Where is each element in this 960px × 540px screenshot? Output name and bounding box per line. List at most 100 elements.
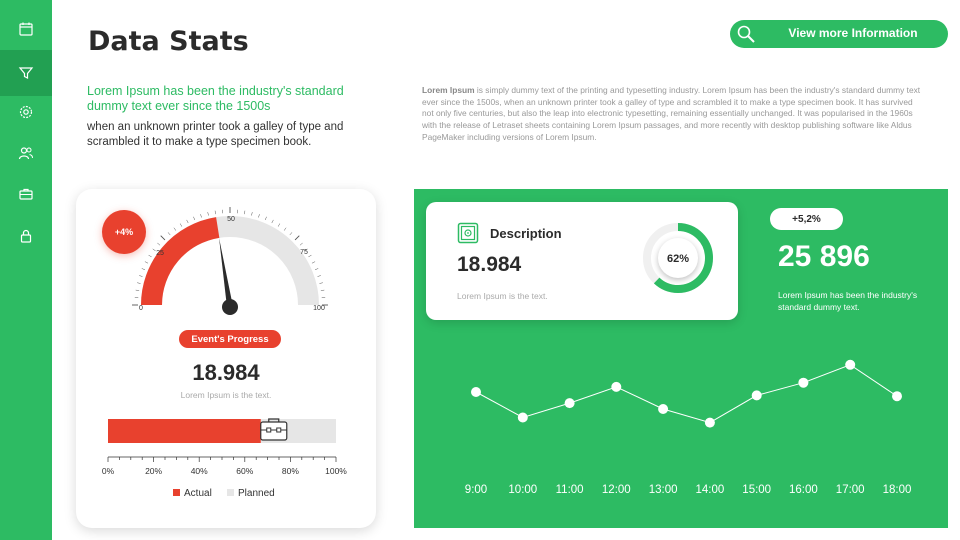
sidebar-item-lock[interactable] <box>0 216 52 256</box>
actual-bar <box>108 419 261 443</box>
gauge-tick-label: 100 <box>313 305 325 312</box>
data-point <box>704 417 715 428</box>
gauge-tick <box>264 216 267 221</box>
search-icon <box>737 25 755 43</box>
gauge-tick <box>319 282 323 284</box>
data-point <box>658 404 669 414</box>
description-caption: Lorem Ipsum is the text. <box>457 291 548 301</box>
gauge-tick <box>179 223 183 227</box>
gauge-tick <box>167 232 171 236</box>
progress-pill: Event's Progress <box>179 330 281 348</box>
users-icon <box>18 147 33 160</box>
gauge-tick <box>308 254 312 258</box>
gauge-tick <box>289 232 293 236</box>
x-tick-label: 13:00 <box>649 484 678 496</box>
data-point <box>564 398 575 409</box>
view-more-button[interactable]: View more Information <box>730 20 948 48</box>
intro-highlight: Lorem Ipsum has been the industry's stan… <box>87 84 344 113</box>
gauge-tick <box>271 219 274 224</box>
sidebar <box>0 0 52 540</box>
gauge-tick <box>186 219 189 224</box>
calendar-icon <box>19 22 33 36</box>
data-point <box>892 391 902 402</box>
paragraph-body: is simply dummy text of the printing and… <box>422 85 921 142</box>
gear-icon <box>19 105 33 119</box>
gauge-needle <box>219 237 233 308</box>
sidebar-item-users[interactable] <box>0 133 52 173</box>
data-point <box>611 381 622 392</box>
progress-gauge: 0 25 50 75 100 <box>132 207 328 315</box>
gauge-tick <box>277 223 281 227</box>
bar-tick-label: 80% <box>282 466 299 476</box>
bar-tick-label: 20% <box>145 466 162 476</box>
x-tick-label: 10:00 <box>508 484 537 496</box>
data-point <box>517 412 528 423</box>
gauge-hub <box>222 299 238 315</box>
sidebar-item-settings[interactable] <box>0 92 52 132</box>
x-tick-label: 18:00 <box>883 484 912 496</box>
gauge-tick <box>258 214 260 218</box>
donut-label: 62% <box>667 253 689 265</box>
x-tick-label: 17:00 <box>836 484 865 496</box>
gauge-tick <box>244 210 246 215</box>
sidebar-item-funnel[interactable] <box>0 50 52 96</box>
gauge-tick <box>207 212 209 216</box>
gauge-tick <box>160 235 166 241</box>
gauge-tick <box>139 275 143 277</box>
hourly-line-chart: 9:00 10:00 11:00 12:00 13:00 14:00 15:00 16:00 1… <box>465 359 912 496</box>
gauge-tick-label: 0 <box>139 305 143 312</box>
funnel-icon <box>18 67 34 79</box>
sidebar-item-calendar[interactable] <box>0 9 52 49</box>
gauge-tick-label: 25 <box>156 250 164 257</box>
percent-donut: 62% <box>643 223 713 293</box>
briefcase-icon <box>260 418 288 441</box>
data-point <box>471 387 481 397</box>
gauge-tick <box>294 235 300 241</box>
legend-actual-label: Actual <box>184 488 212 499</box>
gauge-tick <box>317 275 321 277</box>
gauge-tick <box>141 268 146 271</box>
gauge-tick <box>137 282 141 284</box>
legend-planned-label: Planned <box>238 488 275 499</box>
progress-value: 18.984 <box>192 360 260 385</box>
progress-bar-chart: 0% 20% 40% 60% 80% 100% Actual Planned <box>102 418 347 499</box>
bar-tick-label: 100% <box>325 466 347 476</box>
x-tick-label: 12:00 <box>602 484 631 496</box>
gauge-tick <box>200 214 202 218</box>
x-tick-label: 11:00 <box>556 484 584 496</box>
x-tick-label: 9:00 <box>465 484 487 496</box>
legend-actual-swatch <box>173 489 180 496</box>
gauge-tick <box>135 289 140 291</box>
gauge-tick-label: 50 <box>227 216 235 223</box>
lock-icon <box>20 229 32 243</box>
gauge-tick <box>148 254 152 258</box>
x-tick-label: 14:00 <box>696 484 725 496</box>
intro-paragraph: Lorem Ipsum is simply dummy text of the … <box>422 85 922 144</box>
view-more-label: View more Information <box>788 26 918 40</box>
gauge-tick <box>173 227 177 231</box>
safe-icon <box>457 222 479 244</box>
x-tick-label: 15:00 <box>742 484 771 496</box>
data-point <box>845 359 856 370</box>
growth-badge: +4% <box>102 210 146 254</box>
bar-tick-label: 40% <box>191 466 208 476</box>
gauge-tick <box>320 289 325 291</box>
total-value: 25 896 <box>778 240 870 273</box>
gauge-tick <box>157 242 161 246</box>
briefcase-icon <box>19 188 33 200</box>
series-line <box>475 364 898 424</box>
donut-arc <box>643 223 713 293</box>
description-title: Description <box>490 226 562 241</box>
data-point <box>751 390 762 401</box>
total-caption: Lorem Ipsum has been the industry's stan… <box>778 290 918 312</box>
page-title: Data Stats <box>88 26 249 57</box>
progress-caption: Lorem Ipsum is the text. <box>180 390 272 400</box>
description-value: 18.984 <box>457 253 522 276</box>
gauge-tick <box>299 242 303 246</box>
gauge-tick <box>193 216 196 221</box>
gauge-tick-label: 75 <box>300 249 308 256</box>
gauge-tick <box>304 248 308 252</box>
gauge-tick <box>152 248 156 252</box>
sidebar-item-briefcase[interactable] <box>0 174 52 214</box>
gauge-fill <box>141 217 220 306</box>
